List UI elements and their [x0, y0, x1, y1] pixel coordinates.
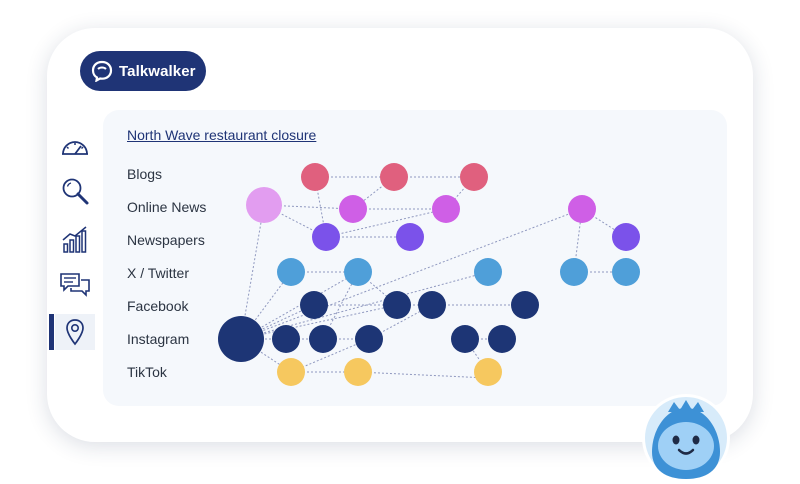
node-tiktok[interactable] [474, 358, 502, 386]
bar-chart-icon [62, 226, 87, 253]
network-nodes [218, 163, 640, 386]
node-x-twitter[interactable] [277, 258, 305, 286]
node-tiktok[interactable] [277, 358, 305, 386]
node-instagram-source[interactable] [218, 316, 264, 362]
node-blogs[interactable] [460, 163, 488, 191]
node-online-news[interactable] [568, 195, 596, 223]
channel-label-facebook: Facebook [127, 298, 189, 314]
node-instagram[interactable] [355, 325, 383, 353]
channel-label-newspapers: Newspapers [127, 232, 205, 248]
sidebar-item-search[interactable] [55, 173, 95, 209]
node-facebook[interactable] [511, 291, 539, 319]
mascot-avatar [642, 394, 730, 482]
node-facebook[interactable] [418, 291, 446, 319]
node-online-news[interactable] [339, 195, 367, 223]
node-instagram[interactable] [309, 325, 337, 353]
node-tiktok[interactable] [344, 358, 372, 386]
node-x-twitter[interactable] [560, 258, 588, 286]
channel-label-blogs: Blogs [127, 166, 163, 182]
sidebar-item-analytics[interactable] [55, 221, 95, 257]
node-online-news[interactable] [432, 195, 460, 223]
node-blogs[interactable] [380, 163, 408, 191]
talkwalker-logo: Talkwalker [80, 51, 206, 91]
channel-label-instagram: Instagram [127, 331, 190, 347]
talkwalker-logo-icon [91, 60, 113, 82]
node-instagram[interactable] [451, 325, 479, 353]
channel-label-tiktok: TikTok [127, 364, 167, 380]
node-facebook[interactable] [300, 291, 328, 319]
node-newspapers[interactable] [396, 223, 424, 251]
node-online-news-source[interactable] [246, 187, 282, 223]
topic-title-link[interactable]: North Wave restaurant closure [127, 127, 317, 143]
node-x-twitter[interactable] [612, 258, 640, 286]
channel-label-online-news: Online News [127, 199, 207, 215]
brand-name: Talkwalker [119, 62, 196, 80]
chat-bubbles-icon [60, 273, 90, 297]
node-instagram[interactable] [488, 325, 516, 353]
node-instagram[interactable] [272, 325, 300, 353]
speedometer-icon [62, 141, 88, 155]
sidebar-item-conversations[interactable] [55, 267, 95, 303]
sidebar-item-locations[interactable] [49, 314, 95, 350]
node-newspapers[interactable] [612, 223, 640, 251]
node-x-twitter[interactable] [474, 258, 502, 286]
node-blogs[interactable] [301, 163, 329, 191]
node-newspapers[interactable] [312, 223, 340, 251]
location-pin-icon [66, 319, 84, 346]
spread-panel [103, 110, 727, 406]
sidebar-item-dashboard[interactable] [55, 128, 95, 164]
node-x-twitter[interactable] [344, 258, 372, 286]
node-facebook[interactable] [383, 291, 411, 319]
search-icon [62, 178, 89, 205]
channel-label-x-twitter: X / Twitter [127, 265, 189, 281]
